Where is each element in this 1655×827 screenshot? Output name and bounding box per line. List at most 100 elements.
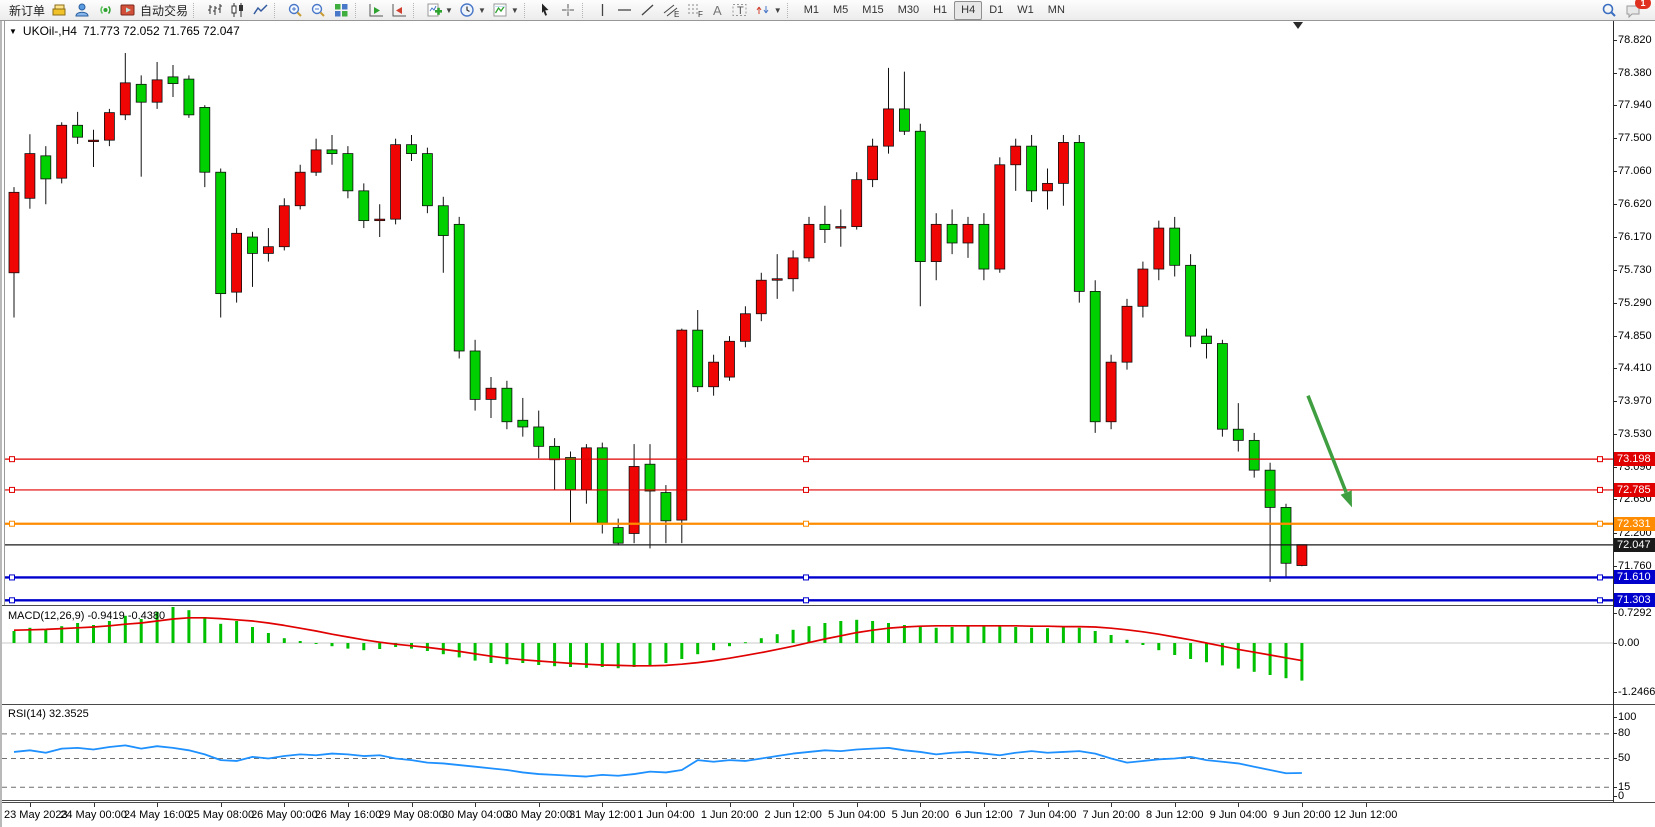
indicators-button[interactable]: ▼ [423,1,456,20]
timeframe-H4[interactable]: H4 [954,0,983,20]
signals-icon[interactable] [94,1,117,20]
bull-candle-body [390,144,402,220]
line-handle[interactable] [803,520,809,527]
timeframe-M15[interactable]: M15 [862,4,884,16]
market-watch-icon[interactable] [71,1,94,20]
line-handle[interactable] [1597,520,1603,527]
time-tick [1174,803,1176,807]
search-icon[interactable] [1597,1,1621,20]
tile-windows-icon[interactable] [330,1,353,20]
rsi-panel[interactable] [2,705,1655,801]
zoom-out-icon[interactable] [307,1,330,20]
candlestick [406,134,417,162]
candlestick [1264,462,1276,582]
line-handle[interactable] [9,486,15,493]
timeframe-W1[interactable]: W1 [1017,4,1034,16]
time-axis-label: 24 May 00:00 [60,809,127,821]
candlestick [803,216,815,262]
hline-71.610[interactable] [5,574,1613,581]
periods-button[interactable]: ▼ [456,1,489,20]
main-price-chart[interactable] [2,21,1655,605]
line-handle[interactable] [9,597,15,604]
arrows-tool-button[interactable]: ▼ [752,1,785,20]
fibonacci-icon[interactable]: F [683,1,707,20]
candlestick [374,204,386,238]
bear-candle-body [533,426,545,447]
candlestick [1169,216,1181,277]
time-tick [411,803,413,807]
bull-candle-body [724,340,735,378]
horizontal-line-icon[interactable] [613,1,636,20]
rsi-tick-label: 50 [1613,752,1655,765]
line-handle[interactable] [803,486,809,493]
text-icon[interactable]: A [707,1,728,20]
bear-candle-body [421,153,433,207]
bull-candle-body [56,124,68,179]
candlestick [8,187,20,318]
timeframe-M5[interactable]: M5 [833,4,849,16]
line-handle[interactable] [1597,486,1603,493]
vertical-line-icon[interactable] [592,1,613,20]
cursor-icon[interactable] [534,1,557,20]
bear-candle-body [1217,343,1228,430]
trendline-icon[interactable] [636,1,659,20]
panel-separator [2,605,1655,606]
hline-71.303[interactable] [5,597,1613,604]
new-order-button[interactable]: 新订单 [3,1,48,20]
line-handle[interactable] [1597,456,1603,463]
trend-arrow[interactable] [1306,395,1352,508]
candlestick-chart-icon[interactable] [226,1,249,20]
crosshair-icon[interactable] [557,1,580,20]
time-axis-label: 25 May 08:00 [187,809,255,821]
macd-bar [12,631,16,643]
equidistant-channel-icon[interactable]: E [659,1,683,20]
macd-bar [648,643,652,665]
timeframe-D1[interactable]: D1 [989,4,1004,16]
line-handle[interactable] [1597,574,1603,581]
chart-shift-marker[interactable] [1293,22,1303,29]
auto-scroll-icon[interactable] [365,1,388,20]
bar-chart-icon[interactable] [203,1,226,20]
hline-72.785[interactable] [5,486,1613,493]
candlestick [1137,261,1149,318]
market-depth-icon[interactable] [48,1,71,20]
macd-bar [489,643,493,663]
candlestick [755,272,767,322]
macd-bar [1205,643,1208,663]
line-handle[interactable] [803,597,809,604]
line-chart-icon[interactable] [249,1,272,20]
line-handle[interactable] [1597,597,1603,604]
line-handle[interactable] [803,574,809,581]
candlestick [819,205,831,243]
auto-trading-button[interactable]: 自动交易 [117,1,191,20]
chart-shift-icon[interactable] [388,1,411,20]
templates-button[interactable]: ▼ [489,1,522,20]
timeframe-M30[interactable]: M30 [897,4,920,16]
time-axis[interactable]: 23 May 2023 24 May 00:00 24 May 16:00 25 Ma… [2,802,1655,827]
line-handle[interactable] [9,520,15,527]
macd-bar [616,643,620,669]
bear-candle-body [565,457,576,490]
timeframe-MN[interactable]: MN [1047,4,1065,16]
time-axis-label: 9 Jun 20:00 [1273,809,1331,821]
hline-72.331[interactable] [5,520,1613,527]
bear-candle-body [1089,290,1101,423]
macd-bar [76,623,80,643]
toolbar-separator [413,2,421,18]
zoom-in-icon[interactable] [284,1,307,20]
line-handle[interactable] [9,456,15,463]
time-tick [538,803,540,807]
line-handle[interactable] [803,456,809,463]
timeframe-H1[interactable]: H1 [933,4,948,16]
macd-bar [584,643,588,668]
candlestick [215,168,227,318]
timeframe-M1[interactable]: M1 [803,4,819,16]
candlestick [930,213,942,281]
candlestick [1073,134,1085,303]
macd-panel[interactable] [2,606,1655,704]
line-handle[interactable] [9,574,15,581]
chart-title-collapse-icon[interactable]: ▼ [9,26,17,36]
text-label-icon[interactable]: T [728,1,752,20]
hline-73.198[interactable] [5,456,1613,463]
notifications-icon[interactable]: 1 [1621,0,1651,20]
